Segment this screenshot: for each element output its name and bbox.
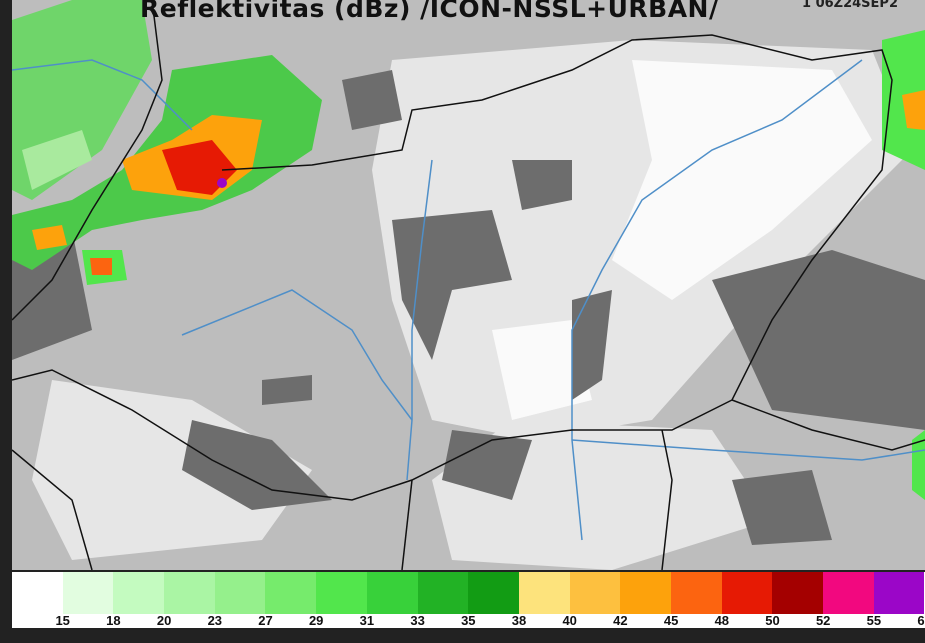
- colorbar-swatch: [569, 572, 621, 614]
- colorbar-swatch: [620, 572, 671, 614]
- colorbar-swatch: [772, 572, 823, 614]
- colorbar-swatch: [164, 572, 215, 614]
- colorbar-label: 45: [663, 613, 679, 628]
- colorbar-swatch: [12, 572, 63, 614]
- borders: [12, 0, 925, 570]
- colorbar-swatch: [518, 572, 570, 614]
- map-title: Reflektivitas (dBz) /ICON-NSSL+URBAN/: [140, 0, 719, 23]
- colorbar-labels: 15 18 20 23 27 29 31 33 35 38 40 42 45 48 50 52 55 60: [12, 613, 925, 628]
- colorbar-label: 35: [461, 613, 476, 628]
- colorbar-label: 29: [308, 613, 324, 628]
- colorbar-legend: 15 18 20 23 27 29 31 33 35 38 40 42 45 48 50 52 55 60: [12, 572, 925, 628]
- colorbar-label: 60: [917, 613, 925, 628]
- colorbar-label: 18: [106, 613, 121, 628]
- colorbar-label: 31: [359, 613, 375, 628]
- colorbar-swatch: [214, 572, 266, 614]
- colorbar-label: 33: [410, 613, 425, 628]
- colorbar-swatch: [62, 572, 114, 614]
- colorbar-swatch: [721, 572, 773, 614]
- colorbar-label: 55: [866, 613, 882, 628]
- radar-map: Reflektivitas (dBz) /ICON-NSSL+URBAN/ 1 …: [12, 0, 925, 570]
- colorbar-swatch: [417, 572, 469, 614]
- colorbar-swatch: [873, 572, 925, 614]
- white-areas: [492, 60, 872, 420]
- colorbar-label: 38: [511, 613, 527, 628]
- colorbar-swatch: [823, 572, 874, 614]
- colorbar-swatch: [113, 572, 165, 614]
- colorbar-label: 42: [613, 613, 628, 628]
- colorbar-label: 15: [55, 613, 70, 628]
- colorbar-label: 27: [258, 613, 273, 628]
- colorbar-swatch: [468, 572, 519, 614]
- precip-areas: [12, 0, 925, 500]
- colorbar-label: 50: [765, 613, 780, 628]
- rivers: [12, 59, 925, 541]
- colorbar-label: 48: [714, 613, 730, 628]
- colorbar-label: 40: [562, 613, 577, 628]
- map-layer: [12, 0, 925, 570]
- dark-areas: [12, 70, 925, 545]
- colorbar-swatch: [316, 572, 367, 614]
- colorbar-swatch: [265, 572, 317, 614]
- forecast-timestamp: 1 06Z24SEP2: [802, 0, 898, 11]
- colorbar-label: 52: [815, 613, 831, 628]
- colorbar-swatch: [670, 572, 722, 614]
- colorbar-label: 20: [156, 613, 172, 628]
- colorbar-swatches: [12, 572, 925, 614]
- colorbar-label: 23: [207, 613, 223, 628]
- colorbar-swatch: [366, 572, 418, 614]
